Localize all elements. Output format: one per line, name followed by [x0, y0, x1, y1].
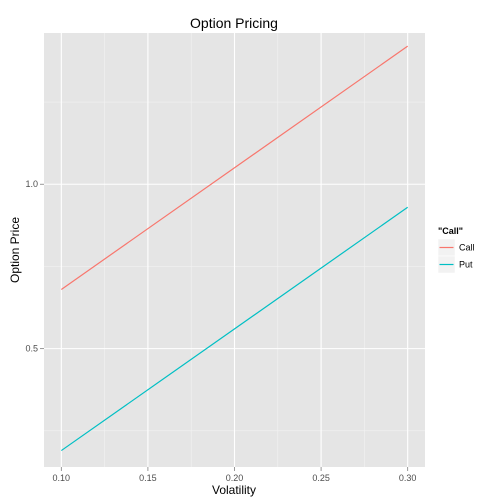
series-lines	[60, 45, 409, 452]
x-axis-title: Volatility	[212, 483, 256, 497]
x-tick-label: 0.25	[312, 473, 330, 483]
x-axis-ticks: 0.10 0.15 0.20 0.25 0.30	[53, 467, 417, 483]
series-line-put	[60, 206, 409, 452]
legend-label: Put	[459, 260, 473, 270]
chart-title: Option Pricing	[190, 15, 278, 31]
legend-item-call: Call	[437, 238, 475, 257]
legend-item-put: Put	[437, 255, 473, 274]
series-line-call	[60, 45, 409, 290]
y-tick-label: 0.5	[25, 344, 38, 354]
legend-label: Call	[459, 243, 475, 253]
y-axis-ticks: 0.5 1.0	[25, 179, 44, 354]
legend-title: "Call"	[438, 226, 463, 236]
legend: "Call" Call Put	[437, 226, 475, 274]
major-gridlines	[44, 33, 425, 467]
x-tick-label: 0.20	[226, 473, 244, 483]
x-tick-label: 0.10	[53, 473, 71, 483]
x-tick-label: 0.15	[139, 473, 157, 483]
x-tick-label: 0.30	[399, 473, 417, 483]
y-axis-title: Option Price	[8, 217, 22, 283]
y-tick-label: 1.0	[25, 179, 38, 189]
